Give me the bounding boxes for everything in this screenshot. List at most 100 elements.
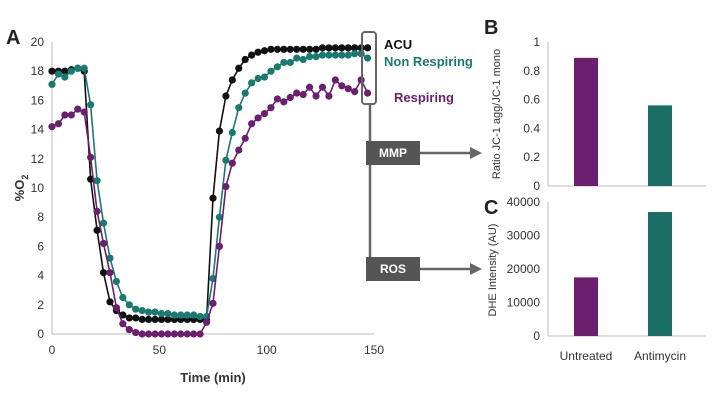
panel-a-series — [48, 44, 372, 338]
panel-a-y-ticks: 0 2 4 6 8 10 12 14 16 18 20 — [31, 35, 45, 341]
panel-c-y-tick-label: 10000 — [507, 296, 541, 310]
data-point-respiring — [344, 85, 352, 93]
data-point-respiring — [125, 326, 133, 334]
data-point-non-respiring — [260, 73, 269, 81]
data-point-respiring — [248, 120, 256, 128]
data-point-respiring — [280, 98, 288, 106]
data-point-respiring — [299, 90, 307, 99]
data-point-acu — [235, 64, 243, 72]
ros-label: ROS — [380, 262, 406, 276]
data-point-acu — [312, 45, 320, 53]
panel-b-y-axis-title: Ratio JC-1 agg/JC-1 mono — [491, 49, 503, 179]
data-point-respiring — [93, 207, 101, 215]
data-point-non-respiring — [325, 51, 333, 59]
panel-b-y-tick-label: 1 — [533, 35, 540, 49]
data-point-non-respiring — [99, 219, 108, 227]
category-label-untreated: Untreated — [560, 349, 613, 363]
data-point-respiring — [151, 330, 159, 338]
panel-a-y-tick-label: 12 — [31, 152, 45, 166]
panel-a-y-tick-label: 14 — [31, 123, 45, 137]
data-point-non-respiring — [106, 254, 114, 262]
data-point-respiring — [87, 153, 95, 161]
data-point-respiring — [61, 111, 69, 119]
mmp-label: MMP — [379, 146, 407, 160]
data-point-acu — [351, 44, 359, 52]
panel-a-plot-area: 0 2 4 6 8 10 12 14 16 18 20 0 50 100 150 — [31, 35, 385, 357]
data-point-respiring — [106, 269, 114, 277]
data-point-acu — [228, 76, 236, 84]
data-point-acu — [318, 44, 327, 52]
data-point-non-respiring — [235, 104, 243, 112]
data-point-respiring — [351, 88, 359, 96]
data-point-non-respiring — [215, 213, 224, 221]
data-point-non-respiring — [267, 67, 275, 75]
data-point-non-respiring — [119, 293, 127, 302]
panel-a-x-ticks: 0 50 100 150 — [49, 343, 385, 357]
data-point-acu — [344, 44, 352, 52]
data-point-non-respiring — [228, 128, 236, 137]
data-point-acu — [331, 44, 339, 52]
panel-b-bars — [574, 57, 672, 187]
data-point-respiring — [80, 108, 88, 116]
panel-a-y-tick-label: 0 — [37, 327, 44, 341]
mmp-arrow-head — [470, 147, 482, 159]
panel-a-y-axis-title: %O2 — [12, 175, 30, 202]
data-point-respiring — [222, 182, 230, 191]
panel-a: A 0 2 4 6 8 10 12 14 16 18 20 0 50 100 150 Time (min)… — [6, 27, 473, 385]
panel-a-x-axis-title: Time (min) — [180, 370, 246, 385]
data-point-acu — [248, 51, 256, 59]
panel-b-y-ticks: 0 0.2 0.4 0.6 0.8 1 — [523, 35, 540, 193]
panel-b-y-tick-label: 0.2 — [523, 150, 540, 164]
data-point-non-respiring — [138, 307, 146, 315]
data-point-acu — [132, 314, 140, 322]
panel-b: B 0 0.2 0.4 0.6 0.8 1 Ratio JC-1 agg/JC-1 mon… — [484, 17, 706, 193]
data-point-respiring — [138, 330, 146, 338]
data-point-non-respiring — [248, 79, 256, 87]
legend-acu: ACU — [384, 37, 412, 52]
data-point-non-respiring — [254, 74, 262, 83]
data-point-non-respiring — [61, 73, 69, 81]
data-point-respiring — [170, 330, 178, 338]
panel-c-y-ticks: 0 10000 20000 30000 40000 — [507, 195, 541, 343]
bar-untreated — [574, 57, 598, 187]
data-point-non-respiring — [318, 51, 327, 59]
data-point-non-respiring — [54, 70, 63, 78]
mmp-box — [366, 141, 420, 165]
data-point-respiring — [119, 320, 127, 328]
panel-b-y-tick-label: 0.8 — [523, 64, 540, 78]
data-point-respiring — [363, 89, 372, 97]
data-point-acu — [119, 311, 127, 319]
data-point-non-respiring — [145, 308, 153, 316]
data-point-non-respiring — [170, 311, 178, 319]
panel-a-y-tick-label: 4 — [37, 269, 44, 283]
data-point-acu — [267, 45, 275, 53]
panel-a-y-tick-label: 8 — [37, 210, 44, 224]
data-point-respiring — [306, 83, 314, 91]
panel-c-y-tick-label: 0 — [533, 329, 540, 343]
data-point-non-respiring — [67, 67, 75, 75]
data-point-respiring — [286, 93, 294, 102]
bar-untreated — [574, 277, 598, 336]
data-point-acu — [325, 44, 333, 52]
data-point-acu — [145, 315, 153, 323]
data-point-non-respiring — [273, 63, 281, 71]
panel-a-x-tick-label: 100 — [257, 343, 277, 357]
data-point-acu — [273, 45, 281, 53]
data-point-non-respiring — [280, 58, 288, 67]
data-point-respiring — [209, 299, 217, 307]
data-point-respiring — [267, 104, 275, 112]
data-point-respiring — [312, 92, 320, 100]
data-point-acu — [48, 67, 56, 75]
data-point-non-respiring — [87, 101, 95, 109]
data-point-respiring — [331, 76, 339, 84]
data-point-acu — [61, 67, 69, 75]
data-point-acu — [280, 45, 288, 53]
data-point-acu — [99, 269, 108, 277]
data-point-acu — [299, 45, 307, 53]
panel-c-letter: C — [484, 197, 498, 219]
panel-a-x-tick-label: 0 — [49, 343, 56, 357]
data-point-non-respiring — [164, 309, 172, 318]
data-point-respiring — [48, 123, 56, 131]
panel-a-y-tick-label: 10 — [31, 181, 45, 195]
